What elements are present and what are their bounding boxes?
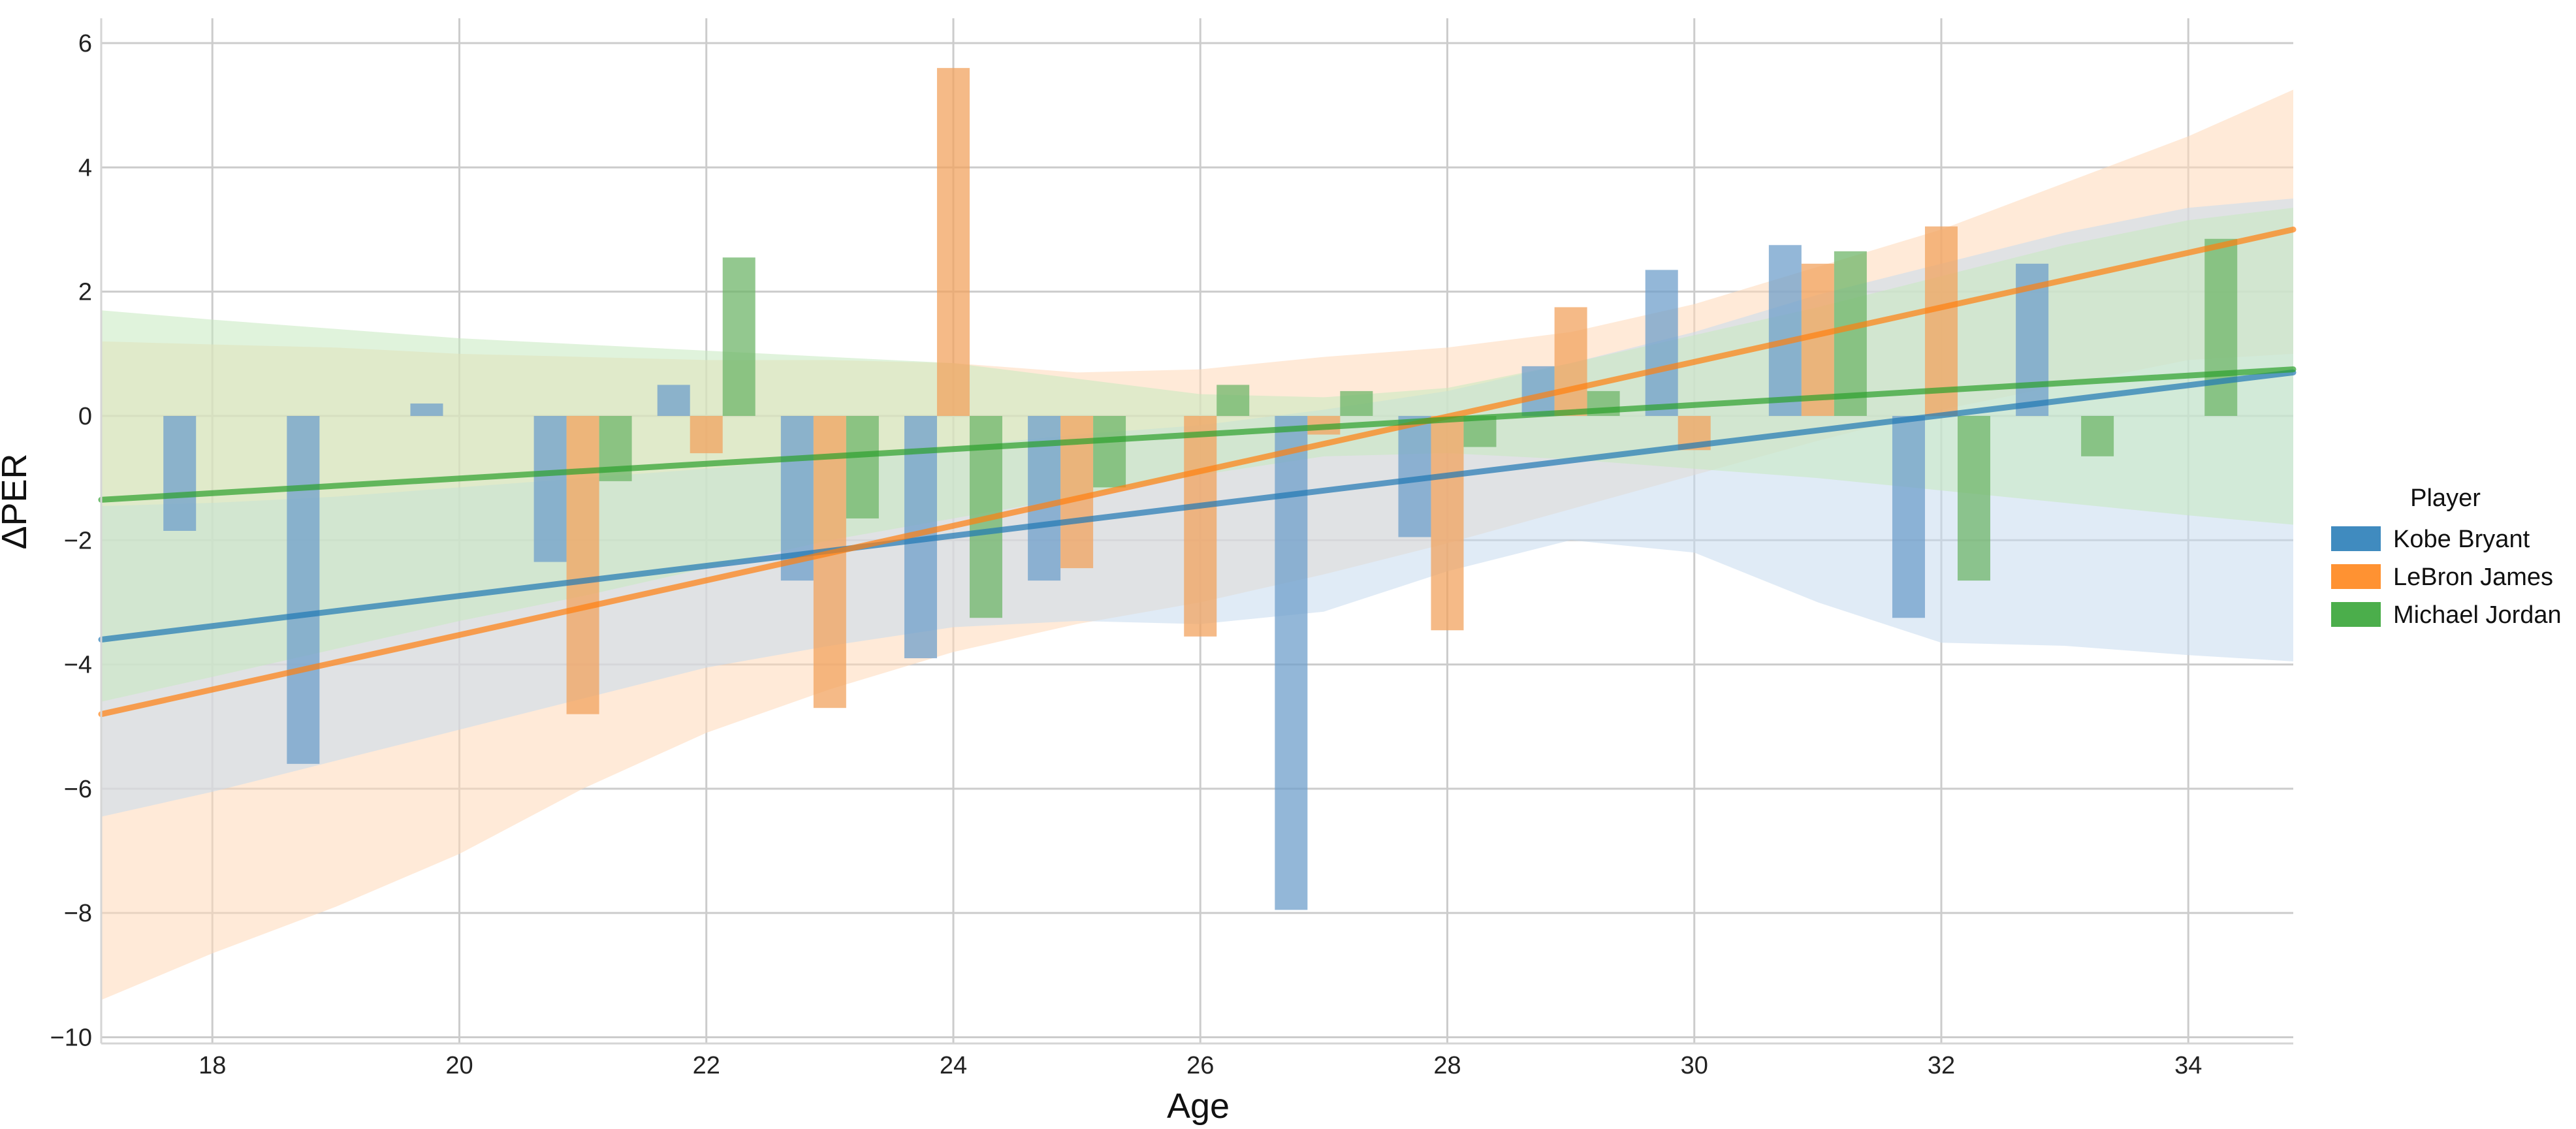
trend-lines	[98, 227, 2297, 718]
bar	[936, 68, 970, 416]
bar	[722, 257, 755, 416]
bar	[2204, 238, 2238, 416]
bar	[1340, 390, 1373, 416]
y-tick-label: 4	[78, 154, 92, 182]
bar	[1768, 245, 1802, 416]
x-tick-label: 32	[1928, 1052, 1955, 1079]
legend: Player Kobe Bryant LeBron James Michael Jo…	[2331, 485, 2562, 629]
legend-swatch	[2331, 526, 2381, 551]
y-tick-label: 2	[78, 279, 92, 306]
bar	[1924, 226, 1958, 416]
x-axis-title: Age	[1167, 1087, 1230, 1126]
bar	[1957, 415, 1990, 581]
y-tick-label: −4	[64, 652, 92, 679]
bar	[1554, 307, 1587, 416]
bar	[287, 415, 320, 764]
y-tick-label: −2	[64, 527, 92, 554]
trend-line	[98, 369, 2297, 643]
x-tick-label: 20	[445, 1052, 473, 1079]
bar	[1892, 415, 1925, 618]
bar	[1645, 270, 1678, 416]
bar	[533, 415, 567, 562]
trend-line	[98, 366, 2297, 503]
trend-line	[98, 227, 2297, 718]
x-tick-label: 30	[1681, 1052, 1708, 1079]
legend-label: Kobe Bryant	[2393, 526, 2530, 553]
bar	[2081, 415, 2114, 456]
bar	[163, 415, 197, 531]
x-tick-label: 18	[199, 1052, 226, 1079]
legend-label: LeBron James	[2393, 564, 2553, 591]
y-axis-title: ΔPER	[0, 453, 34, 549]
y-tick-label: −10	[50, 1024, 92, 1051]
bar	[1431, 415, 1464, 631]
y-tick-label: −6	[64, 776, 92, 803]
x-tick-label: 26	[1186, 1052, 1214, 1079]
y-tick-label: −8	[64, 900, 92, 927]
bar	[410, 403, 443, 416]
y-tick-label: 0	[78, 403, 92, 430]
bar	[1184, 415, 1217, 637]
y-tick-label: 6	[78, 30, 92, 57]
legend-swatch	[2331, 602, 2381, 627]
x-tick-label: 24	[940, 1052, 967, 1079]
bar	[566, 415, 599, 714]
legend-items: Kobe Bryant LeBron James Michael Jordan	[2331, 526, 2562, 629]
legend-label: Michael Jordan	[2393, 601, 2562, 629]
bar	[657, 385, 690, 416]
bar	[813, 415, 846, 708]
x-tick-label: 22	[693, 1052, 720, 1079]
bars	[163, 68, 2238, 910]
bar	[1216, 385, 1250, 416]
bar	[1093, 415, 1126, 488]
bar	[690, 415, 723, 454]
legend-title: Player	[2410, 485, 2481, 512]
legend-swatch	[2331, 564, 2381, 589]
axes	[100, 18, 2293, 1045]
bar	[1275, 415, 1308, 910]
bar	[1834, 251, 1867, 416]
x-tick-label: 28	[1433, 1052, 1461, 1079]
bar	[846, 415, 879, 518]
x-tick-label: 34	[2174, 1052, 2202, 1079]
